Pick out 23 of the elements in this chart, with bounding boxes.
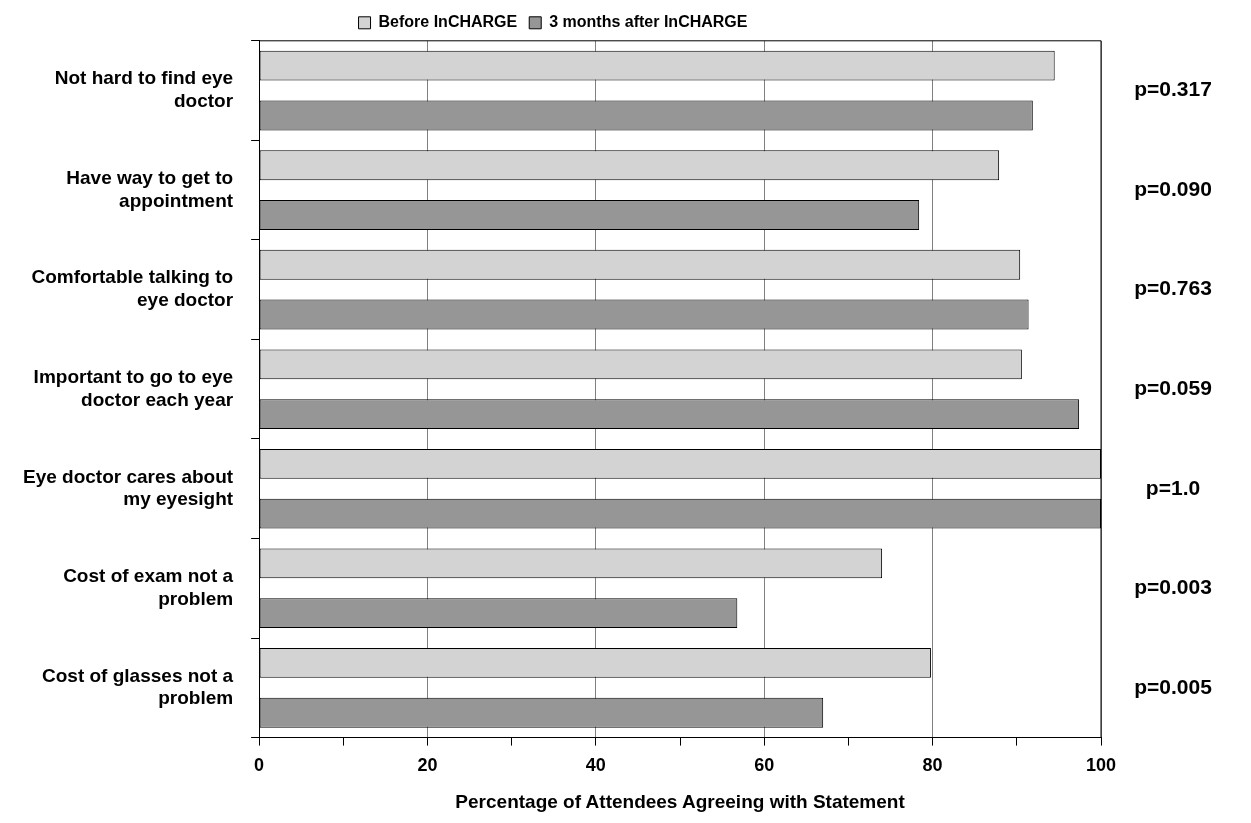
y-tick-label: Comfortable talking to eye doctor — [31, 266, 234, 311]
legend-label: Before InCHARGE — [378, 13, 518, 31]
text: p=1.0 — [1145, 475, 1201, 499]
y-tick-label: Cost of glasses not a problem — [42, 664, 234, 709]
text: p=0.317 — [1134, 77, 1212, 101]
x-tick-label: 60 — [754, 755, 775, 776]
text: p=0.059 — [1134, 376, 1212, 399]
text: p=0.005 — [1134, 674, 1213, 698]
x-tick-label: 20 — [417, 755, 438, 776]
text: p=0.763 — [1134, 276, 1212, 300]
y-tick-label: Eye doctor cares about my eyesight — [23, 465, 234, 510]
text: p=0.003 — [1134, 575, 1212, 599]
x-tick-label: 80 — [922, 755, 943, 776]
x-axis-title: Percentage of Attendees Agreeing with Statement — [455, 790, 906, 812]
legend-label: 3 months after InCHARGE — [549, 13, 748, 31]
y-tick-label: Not hard to find eye doctor — [54, 67, 234, 112]
y-tick-label: Important to go to eye doctor each year — [33, 366, 234, 410]
y-tick-label: Cost of exam not a problem — [63, 565, 234, 609]
x-tick-label: 100 — [1085, 755, 1117, 776]
x-tick-label: 0 — [254, 755, 265, 776]
y-tick-label: Have way to get to appointment — [66, 166, 234, 211]
text: p=0.090 — [1134, 176, 1212, 200]
x-tick-label: 40 — [585, 755, 606, 776]
